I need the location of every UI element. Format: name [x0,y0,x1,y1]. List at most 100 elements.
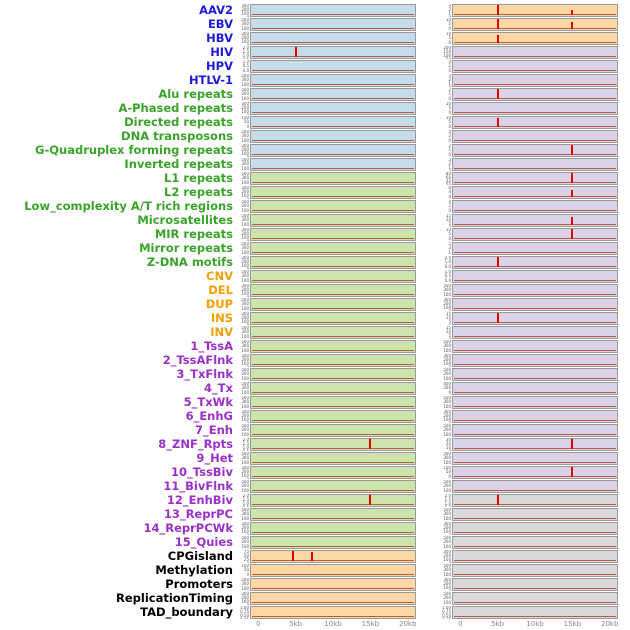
y-tick-label: 500 [241,479,249,484]
y-tick-label: 500 [241,269,249,274]
column-gap [416,298,440,311]
y-axis-ticks-left: 7550250 [238,550,250,563]
y-tick-label: 200 [443,524,451,530]
y-tick-label: 300 [241,343,249,348]
track-row: TAD_boundary 1.000.750.500.250.00 1.000.… [0,605,630,619]
y-tick-label: 300 [241,283,249,288]
y-tick-label: 5 [448,119,451,124]
y-tick-label: 100 [241,375,249,381]
14-reprpcwk-left-track [250,521,416,535]
y-tick-label: 500 [241,17,249,22]
row-label-hiv: HIV [210,45,233,59]
microsatellites-left-track [250,213,416,227]
column-gap [416,158,440,171]
row-label-low-complexity-a-t-rich-regions: Low_complexity A/T rich regions [24,199,233,213]
column-gap [416,116,440,129]
hbv-left-track [250,31,416,45]
x-tick-label: 15kb [361,620,380,628]
signal-baseline [454,307,616,309]
column-gap [416,578,440,591]
13-reprpc-left-track [250,507,416,521]
y-axis-ticks-left: 3002001000 [238,466,250,479]
y-tick-label: 300 [241,581,249,586]
signal-baseline [252,293,414,295]
column-gap [416,228,440,241]
y-axis-ticks-right: 10 5 0 [440,116,452,129]
y-tick-label: 300 [241,31,249,36]
y-tick-label: 300 [443,549,451,554]
15-quies-right-track [452,535,618,549]
2-tssaflnk-right-track [452,353,618,367]
dup-right-track [452,297,618,311]
signal-baseline [252,559,414,561]
y-tick-label: 1 [448,164,451,170]
y-tick-label: 2 [448,133,451,138]
signal-baseline [454,13,616,15]
y-tick-label: 0 [246,113,249,115]
y-axis-ticks-left: 100 50 0 [238,564,250,577]
y-tick-label: 100 [241,137,249,143]
y-tick-label: 100 [443,584,451,590]
y-tick-label: 0 [246,155,249,157]
y-tick-label: 0 [448,589,451,591]
y-tick-label: 100 [241,10,249,16]
y-tick-label: 500 [241,381,249,386]
signal-spike [570,439,573,449]
signal-baseline [252,83,414,85]
hiv-right-track [452,45,618,59]
signal-baseline [252,125,414,127]
y-axis-ticks-left: 500 300 100 [238,74,250,87]
y-tick-label: 500 [241,395,249,400]
signal-baseline [252,223,414,225]
row-label-3-txflnk: 3_TxFlnk [176,367,233,381]
y-tick-label: 0 [448,39,451,45]
y-tick-label: 300 [241,311,249,316]
y-tick-label: 0 [448,449,451,451]
y-tick-label: 1 [448,80,451,86]
signal-baseline [252,349,414,351]
cnv-right-track [452,269,618,283]
column-gap [416,326,440,339]
y-axis-ticks-left: 500 300 100 [238,396,250,409]
signal-baseline [252,307,414,309]
column-gap [416,340,440,353]
y-tick-label: 100 [241,108,249,114]
microsatellites-right-track [452,213,618,227]
y-tick-label: 300 [241,455,249,460]
signal-baseline [252,167,414,169]
y-tick-label: 100 [241,179,249,185]
inverted-repeats-right-track [452,157,618,171]
signal-baseline [252,153,414,155]
y-axis-ticks-right: 3002001000 [440,550,452,563]
y-tick-label: 300 [443,287,451,292]
y-tick-label: 100 [443,375,451,381]
y-tick-label: 0 [246,123,249,129]
12-enhbiv-left-track [250,493,416,507]
y-axis-ticks-left: 500 300 100 [238,270,250,283]
1-tssa-left-track [250,339,416,353]
signal-baseline [252,405,414,407]
signal-baseline [252,55,414,57]
y-tick-label: 200 [241,230,249,236]
y-tick-label: 10 [445,216,451,222]
y-tick-label: 0 [246,561,249,563]
y-axis-ticks-left: 1.0 0.5 0.0 [238,60,250,73]
y-tick-label: 300 [443,353,451,358]
y-tick-label: 300 [241,175,249,180]
y-tick-label: 300 [241,465,249,470]
y-tick-label: 5 [448,231,451,236]
low-complexity-a-t-rich-regions-left-track [250,199,416,213]
track-row: 9_Het 500 300 100 500 300 100 [0,451,630,465]
y-tick-label: 3 [448,73,451,78]
row-label-mirror-repeats: Mirror repeats [139,241,233,255]
y-tick-label: 300 [241,133,249,138]
low-complexity-a-t-rich-regions-right-track [452,199,618,213]
promoters-right-track [452,577,618,591]
signal-baseline [252,363,414,365]
y-tick-label: 2.0 [444,493,451,498]
row-label-z-dna-motifs: Z-DNA motifs [146,255,233,269]
